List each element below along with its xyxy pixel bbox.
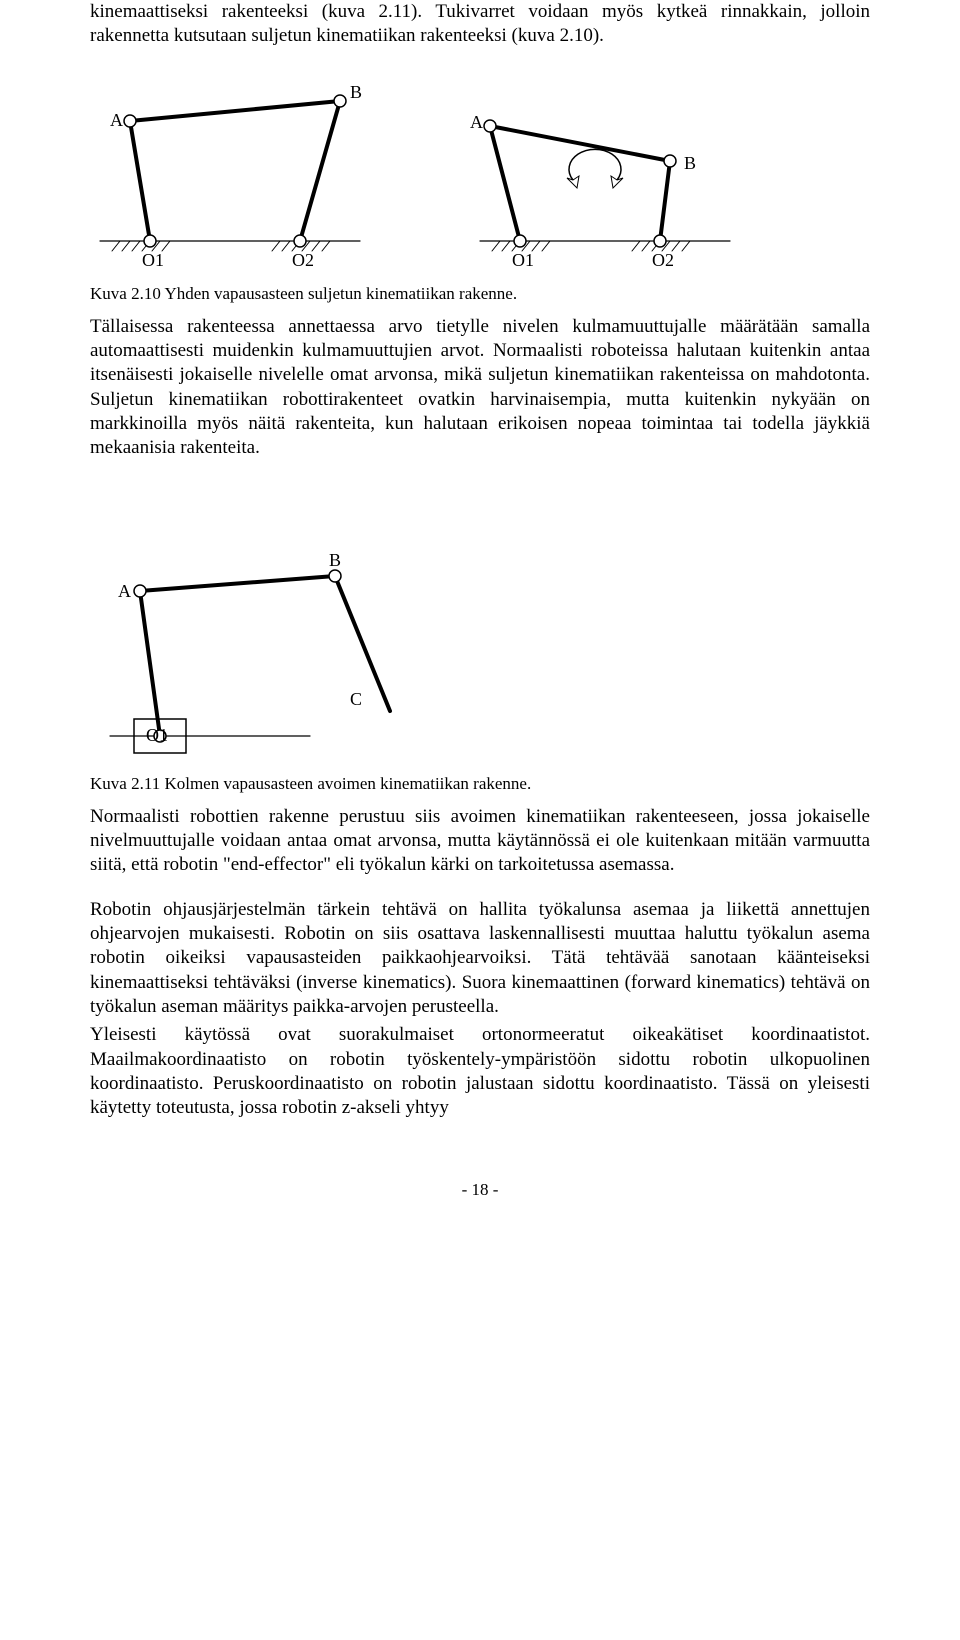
figure-2-10: A B O1 O2 A B O1 O2 <box>90 71 870 281</box>
paragraph-gap <box>90 882 870 898</box>
svg-text:O1: O1 <box>512 250 534 270</box>
figure-2-11-svg: A B C O1 <box>90 521 490 771</box>
paragraph-3: Normaalisti robottien rakenne perustuu s… <box>90 805 870 878</box>
svg-text:B: B <box>684 153 696 173</box>
svg-text:A: A <box>470 112 483 132</box>
svg-text:A: A <box>110 110 123 130</box>
svg-text:O2: O2 <box>292 250 314 270</box>
figure-2-10-svg: A B O1 O2 A B O1 O2 <box>90 71 850 281</box>
page-number: - 18 - <box>90 1180 870 1220</box>
paragraph-4: Robotin ohjausjärjestelmän tärkein tehtä… <box>90 898 870 1020</box>
svg-text:O1: O1 <box>146 725 168 745</box>
figure-2-11: A B C O1 <box>90 521 870 771</box>
caption-2-11: Kuva 2.11 Kolmen vapausasteen avoimen ki… <box>90 773 870 795</box>
svg-text:B: B <box>350 82 362 102</box>
svg-text:O2: O2 <box>652 250 674 270</box>
paragraph-5: Yleisesti käytössä ovat suorakulmaiset o… <box>90 1023 870 1120</box>
svg-text:O1: O1 <box>142 250 164 270</box>
paragraph-2: Tällaisessa rakenteessa annettaessa arvo… <box>90 315 870 461</box>
svg-text:C: C <box>350 689 362 709</box>
paragraph-1: kinemaattiseksi rakenteeksi (kuva 2.11).… <box>90 0 870 49</box>
svg-text:A: A <box>118 581 131 601</box>
caption-2-10: Kuva 2.10 Yhden vapausasteen suljetun ki… <box>90 283 870 305</box>
svg-text:B: B <box>329 550 341 570</box>
